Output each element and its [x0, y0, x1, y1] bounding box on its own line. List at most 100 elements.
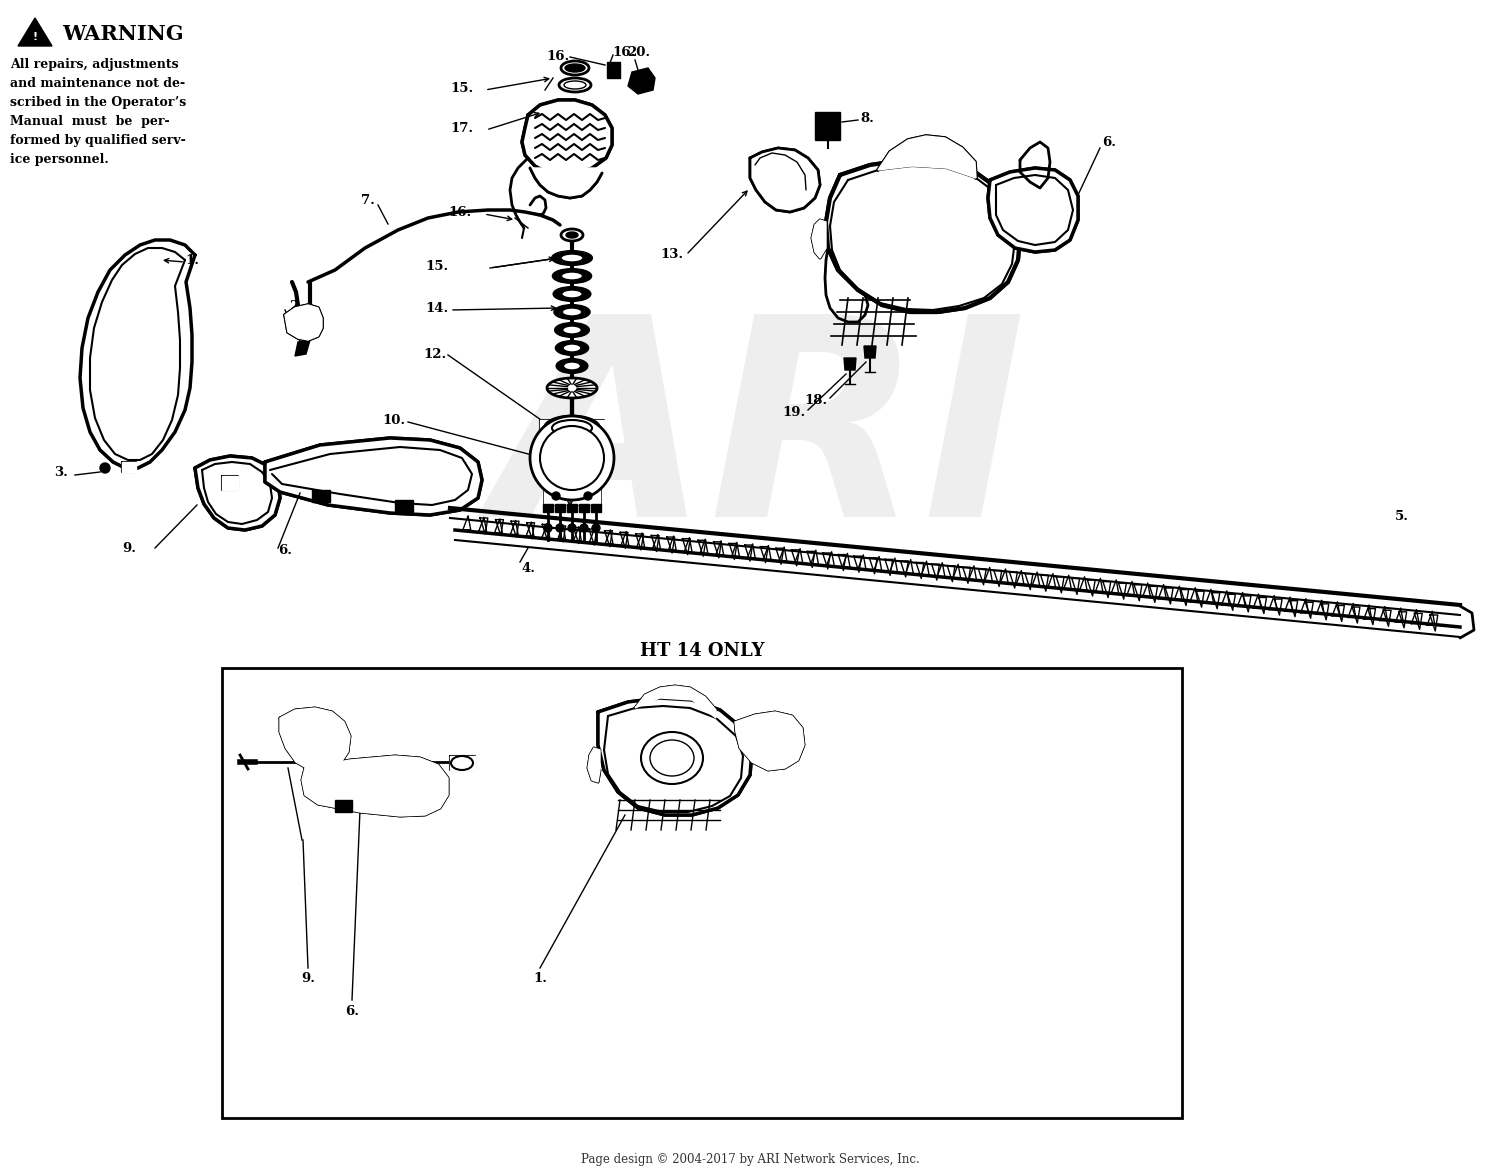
- Text: and maintenance not de-: and maintenance not de-: [10, 77, 184, 90]
- Polygon shape: [122, 462, 136, 472]
- Circle shape: [580, 524, 588, 533]
- Polygon shape: [312, 490, 330, 502]
- Polygon shape: [864, 346, 876, 358]
- Polygon shape: [296, 730, 310, 743]
- Text: 1.: 1.: [184, 255, 200, 267]
- Ellipse shape: [548, 378, 597, 398]
- Text: 14.: 14.: [426, 301, 448, 314]
- Polygon shape: [394, 500, 412, 511]
- Text: 6.: 6.: [278, 543, 292, 556]
- Polygon shape: [334, 800, 352, 812]
- Ellipse shape: [552, 420, 592, 436]
- Polygon shape: [195, 456, 280, 530]
- Polygon shape: [579, 504, 590, 511]
- Polygon shape: [591, 504, 602, 511]
- Text: 12.: 12.: [423, 347, 447, 360]
- Text: 3.: 3.: [54, 467, 68, 480]
- Polygon shape: [544, 488, 600, 504]
- Polygon shape: [878, 136, 977, 178]
- Polygon shape: [815, 111, 840, 140]
- Text: 20.: 20.: [627, 46, 650, 59]
- Text: 10.: 10.: [382, 414, 406, 427]
- Text: 17.: 17.: [450, 122, 472, 135]
- Ellipse shape: [640, 732, 704, 784]
- Ellipse shape: [555, 341, 588, 355]
- Text: 9.: 9.: [122, 542, 136, 555]
- Bar: [222, 667, 1182, 1118]
- Ellipse shape: [566, 232, 578, 238]
- Circle shape: [530, 416, 614, 500]
- Text: 19.: 19.: [783, 406, 806, 419]
- Ellipse shape: [544, 416, 600, 440]
- Text: formed by qualified serv-: formed by qualified serv-: [10, 134, 186, 147]
- Polygon shape: [567, 504, 578, 511]
- Polygon shape: [634, 686, 716, 718]
- Ellipse shape: [561, 229, 584, 240]
- Polygon shape: [735, 712, 804, 769]
- Text: 18.: 18.: [806, 393, 828, 407]
- Ellipse shape: [552, 251, 592, 265]
- Ellipse shape: [562, 326, 582, 334]
- Ellipse shape: [650, 740, 694, 777]
- Text: scribed in the Operator’s: scribed in the Operator’s: [10, 96, 186, 109]
- Polygon shape: [285, 305, 322, 340]
- Text: 16.: 16.: [546, 50, 570, 63]
- Polygon shape: [18, 18, 53, 46]
- Polygon shape: [628, 68, 656, 94]
- Polygon shape: [530, 168, 602, 198]
- Text: 4.: 4.: [520, 562, 536, 575]
- Text: 16.: 16.: [612, 46, 636, 59]
- Text: 7.: 7.: [362, 194, 375, 206]
- Text: All repairs, adjustments: All repairs, adjustments: [10, 57, 178, 72]
- Text: 13.: 13.: [662, 249, 684, 262]
- Ellipse shape: [562, 344, 580, 352]
- Polygon shape: [280, 708, 350, 769]
- Circle shape: [556, 524, 564, 533]
- Ellipse shape: [566, 65, 585, 72]
- Circle shape: [584, 491, 592, 500]
- Text: 15.: 15.: [426, 259, 448, 272]
- Polygon shape: [988, 168, 1078, 252]
- Circle shape: [592, 524, 600, 533]
- Polygon shape: [222, 476, 238, 490]
- Polygon shape: [592, 420, 604, 436]
- Text: 8.: 8.: [859, 111, 874, 124]
- Ellipse shape: [562, 290, 582, 298]
- Polygon shape: [812, 221, 826, 258]
- Text: 6.: 6.: [345, 1005, 358, 1018]
- Text: HT 14 ONLY: HT 14 ONLY: [639, 642, 764, 660]
- Polygon shape: [543, 504, 554, 511]
- Circle shape: [540, 426, 604, 490]
- Ellipse shape: [554, 287, 591, 301]
- Polygon shape: [588, 748, 600, 782]
- Ellipse shape: [452, 757, 472, 769]
- Ellipse shape: [561, 61, 590, 75]
- Ellipse shape: [560, 77, 591, 91]
- Ellipse shape: [555, 323, 590, 337]
- Text: WARNING: WARNING: [62, 23, 183, 45]
- Ellipse shape: [561, 255, 584, 262]
- Text: Manual  must  be  per-: Manual must be per-: [10, 115, 170, 128]
- Text: !: !: [33, 32, 38, 42]
- Text: 16.: 16.: [448, 205, 471, 218]
- Text: 9.: 9.: [302, 972, 315, 985]
- Text: Page design © 2004-2017 by ARI Network Services, Inc.: Page design © 2004-2017 by ARI Network S…: [580, 1153, 920, 1166]
- Circle shape: [100, 463, 109, 473]
- Text: ice personnel.: ice personnel.: [10, 152, 108, 167]
- Polygon shape: [555, 504, 566, 511]
- Text: 15.: 15.: [450, 81, 474, 95]
- Text: 2.: 2.: [290, 300, 303, 313]
- Ellipse shape: [564, 81, 586, 89]
- Ellipse shape: [556, 359, 588, 373]
- Polygon shape: [450, 757, 476, 769]
- Text: 5.: 5.: [1395, 509, 1408, 522]
- Text: ARI: ARI: [494, 305, 1026, 575]
- Circle shape: [568, 524, 576, 533]
- Polygon shape: [598, 698, 752, 815]
- Circle shape: [544, 524, 552, 533]
- Polygon shape: [522, 100, 612, 175]
- Ellipse shape: [555, 305, 590, 319]
- Polygon shape: [266, 438, 482, 515]
- Polygon shape: [750, 148, 820, 212]
- Ellipse shape: [561, 272, 582, 280]
